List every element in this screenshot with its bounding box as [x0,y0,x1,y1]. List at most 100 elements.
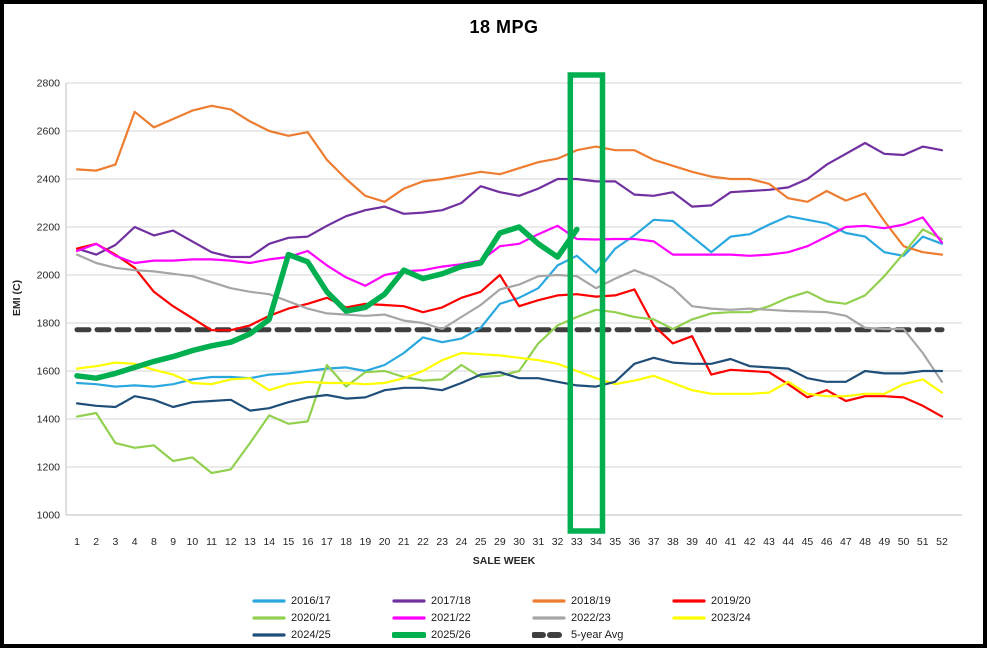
series-line-2020-21 [75,228,944,475]
legend-label: 2023/24 [711,611,751,624]
x-tick-label: 19 [359,536,371,548]
x-tick-label: 8 [151,536,157,548]
series-line-2021-22 [75,216,944,287]
y-tick-label: 1600 [37,366,61,378]
legend-item-2019-20: 2019/20 [672,592,812,609]
series-line-2019-20 [75,242,944,418]
x-tick-label: 32 [552,536,564,548]
y-tick-label: 1000 [37,510,61,522]
legend-swatch [672,598,706,603]
x-axis-title: SALE WEEK [472,555,536,567]
legend-item-2023-24: 2023/24 [672,609,812,626]
legend-swatch [532,598,566,603]
x-tick-label: 46 [821,536,833,548]
x-tick-label: 41 [725,536,737,548]
legend-label: 5-year Avg [571,628,624,641]
x-tick-label: 10 [186,536,198,548]
x-tick-label: 14 [263,536,275,548]
legend-swatch [532,615,566,620]
legend-item-2018-19: 2018/19 [532,592,672,609]
x-tick-label: 11 [206,536,217,548]
x-tick-label: 50 [898,536,910,548]
x-tick-label: 49 [878,536,890,548]
legend-label: 2022/23 [571,611,611,624]
legend-swatch [252,632,286,637]
x-tick-label: 22 [417,536,429,548]
x-tick-label: 47 [840,536,852,548]
legend-swatch [392,598,426,603]
chart-legend: 2016/17 2017/18 2018/19 2019/20 2020/21 2021/… [252,592,812,643]
x-tick-label: 33 [571,536,583,548]
y-tick-label: 2800 [37,78,61,90]
legend-swatch [392,615,426,620]
legend-item-5-year-avg: 5-year Avg [532,626,672,643]
y-tick-label: 1800 [37,318,61,330]
legend-label: 2017/18 [431,594,471,607]
series-line-2024-25 [75,356,944,412]
legend-label: 2016/17 [291,594,331,607]
x-tick-label: 40 [705,536,717,548]
x-tick-label: 25 [475,536,487,548]
x-tick-label: 15 [283,536,295,548]
legend-item-2020-21: 2020/21 [252,609,392,626]
x-tick-label: 9 [170,536,176,548]
y-tick-label: 2000 [37,270,61,282]
legend-item-2021-22: 2021/22 [392,609,532,626]
x-tick-label: 23 [436,536,448,548]
x-tick-label: 16 [302,536,314,548]
x-tick-label: 34 [590,536,602,548]
y-tick-label: 2400 [37,174,61,186]
x-tick-label: 31 [532,536,544,548]
x-tick-label: 45 [802,536,814,548]
x-tick-label: 3 [113,536,119,548]
chart-plot-area: 1000 1200 1400 1600 1800 2000 2200 2400 2600 2800… [37,72,962,548]
x-tick-label: 2 [93,536,99,548]
legend-label: 2024/25 [291,628,331,641]
legend-label: 2018/19 [571,594,611,607]
x-tick-label: 1 [74,536,80,548]
legend-swatch [252,598,286,603]
x-tick-label: 43 [763,536,775,548]
highlight-box [567,72,606,534]
series-line-2025-26 [74,224,580,381]
x-tick-label: 48 [859,536,871,548]
x-tick-label: 24 [456,536,468,548]
series-line-2022-23 [75,253,944,383]
legend-item-2016-17: 2016/17 [252,592,392,609]
legend-label: 2019/20 [711,594,751,607]
series-line-2023-24 [75,351,944,398]
legend-label: 2021/22 [431,611,471,624]
legend-swatch [252,615,286,620]
legend-item-2022-23: 2022/23 [532,609,672,626]
x-tick-label: 51 [917,536,929,548]
y-tick-label: 2200 [37,222,61,234]
x-tick-label: 4 [132,536,138,548]
legend-label: 2025/26 [431,628,471,641]
x-tick-label: 17 [321,536,333,548]
legend-swatch [532,631,566,638]
x-tick-label: 38 [667,536,679,548]
chart-title: 18 MPG [469,17,539,37]
x-tick-label: 36 [629,536,641,548]
x-tick-label: 42 [744,536,756,548]
series-line-2016-17 [75,215,944,388]
series-line-2018-19 [75,104,944,256]
y-tick-label: 1200 [37,462,61,474]
x-tick-label: 21 [398,536,410,548]
y-tick-label: 2600 [37,126,61,138]
legend-item-2025-26: 2025/26 [392,626,532,643]
x-tick-label: 39 [686,536,698,548]
y-tick-label: 1400 [37,414,61,426]
x-tick-label: 29 [494,536,506,548]
x-tick-label: 20 [379,536,391,548]
legend-label: 2020/21 [291,611,331,624]
x-tick-label: 52 [936,536,948,548]
legend-item-2024-25: 2024/25 [252,626,392,643]
x-tick-label: 30 [513,536,525,548]
y-axis-title: EMI (C) [11,279,23,317]
x-tick-label: 18 [340,536,352,548]
x-tick-label: 37 [648,536,660,548]
legend-swatch [392,631,426,638]
x-tick-label: 12 [225,536,237,548]
